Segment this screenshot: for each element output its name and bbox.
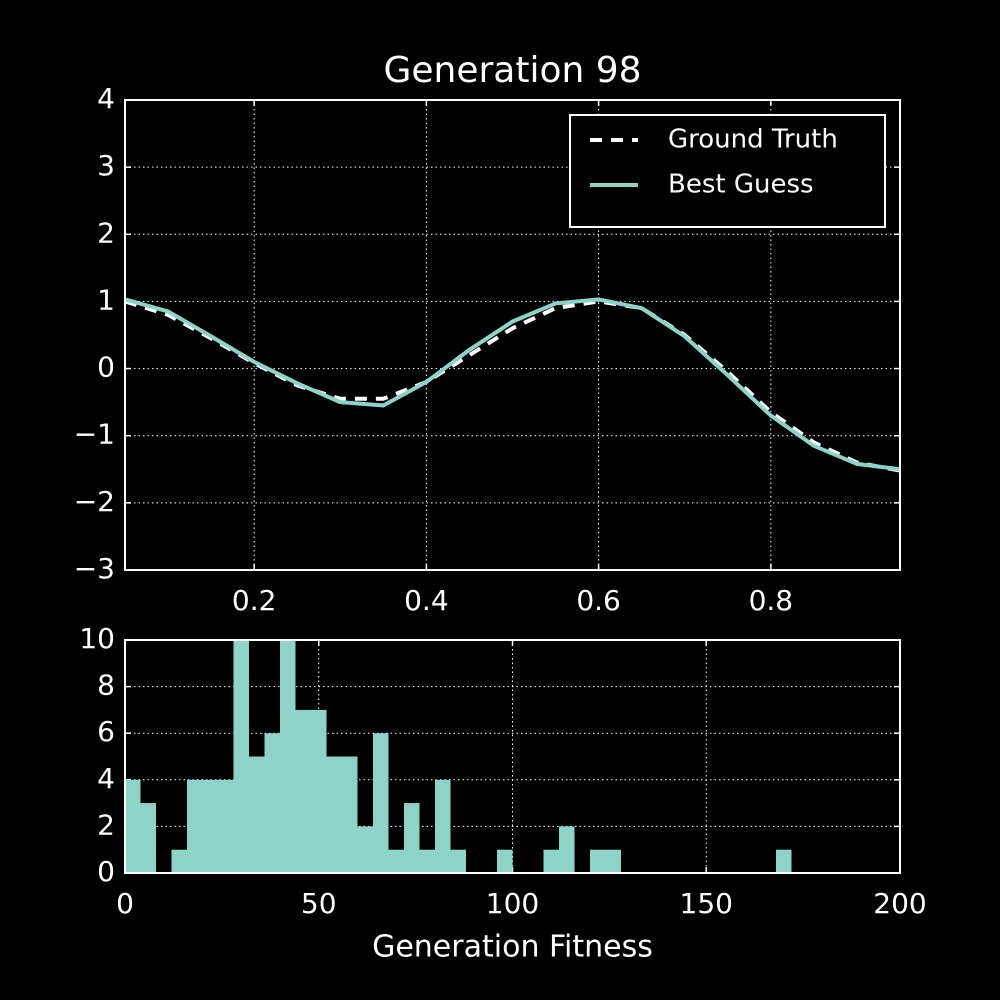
- y-tick-label: 2: [97, 808, 115, 841]
- x-tick-label: 0.8: [749, 584, 794, 617]
- legend-label: Best Guess: [668, 170, 814, 200]
- x-tick-label: 0.2: [232, 584, 277, 617]
- marks: [125, 297, 900, 473]
- x-tick-label: 0: [116, 887, 134, 920]
- x-tick-label: 0.4: [404, 584, 449, 617]
- histogram-bar: [497, 849, 513, 873]
- histogram-bar: [326, 756, 342, 873]
- axes-frame: [124, 639, 901, 874]
- histogram-bar: [218, 779, 234, 873]
- y-tick-label: 0: [97, 855, 115, 888]
- x-axis-label: Generation Fitness: [372, 930, 653, 965]
- x-tick-label: 150: [680, 887, 733, 920]
- y-tick-label: 0: [97, 351, 115, 384]
- y-tick-label: 8: [97, 669, 115, 702]
- histogram-bar: [388, 849, 404, 873]
- y-tick-label: −3: [74, 552, 115, 585]
- y-tick-label: 4: [97, 762, 115, 795]
- y-tick-label: 10: [79, 622, 115, 655]
- histogram-bar: [450, 849, 466, 873]
- axes-frame: [124, 99, 901, 571]
- histogram-bar: [264, 733, 280, 873]
- y-tick-label: 3: [97, 149, 115, 182]
- histogram-bar: [280, 640, 296, 873]
- x-tick-label: 100: [486, 887, 539, 920]
- histogram-bar: [357, 826, 373, 873]
- histogram-bar: [187, 779, 203, 873]
- line-series: [125, 297, 900, 472]
- histogram-bar: [295, 709, 311, 873]
- chart-title: Generation 98: [383, 50, 641, 91]
- legend-label: Ground Truth: [668, 125, 838, 155]
- histogram-bar: [605, 849, 621, 873]
- histogram-bar: [543, 849, 559, 873]
- histogram-bar: [419, 849, 435, 873]
- y-tick-label: 2: [97, 216, 115, 249]
- x-tick-label: 0.6: [576, 584, 621, 617]
- plot-area: −3 −2 −1 0 1 2 3 4 0.2 0.4 0.6 0.8 Ground Truth Best …: [74, 50, 901, 617]
- histogram-bar: [590, 849, 606, 873]
- histogram-bar: [140, 803, 156, 873]
- y-tick-label: 1: [97, 283, 115, 316]
- y-tick-label: −1: [74, 418, 115, 451]
- y-tick-label: 6: [97, 715, 115, 748]
- x-tick-label: 50: [301, 887, 337, 920]
- histogram-bar: [311, 709, 327, 873]
- histogram-bar: [202, 779, 218, 873]
- y-tick-label: −2: [74, 485, 115, 518]
- histogram-bar: [776, 849, 792, 873]
- histogram-bar: [171, 849, 187, 873]
- histogram-bar: [233, 640, 249, 873]
- histogram-bar: [404, 803, 420, 873]
- histogram-bar: [342, 756, 358, 873]
- histogram-bar: [435, 779, 451, 873]
- y-tick-label: 4: [97, 82, 115, 115]
- marks: [125, 640, 792, 873]
- line-series: [125, 299, 900, 473]
- histogram-bar: [125, 779, 141, 873]
- legend: Ground Truth Best Guess: [569, 114, 886, 228]
- histogram-bar: [249, 756, 265, 873]
- histogram-bar: [373, 733, 389, 873]
- legend-box: [569, 114, 886, 228]
- x-tick-label: 200: [873, 887, 926, 920]
- histogram-bar: [559, 826, 575, 873]
